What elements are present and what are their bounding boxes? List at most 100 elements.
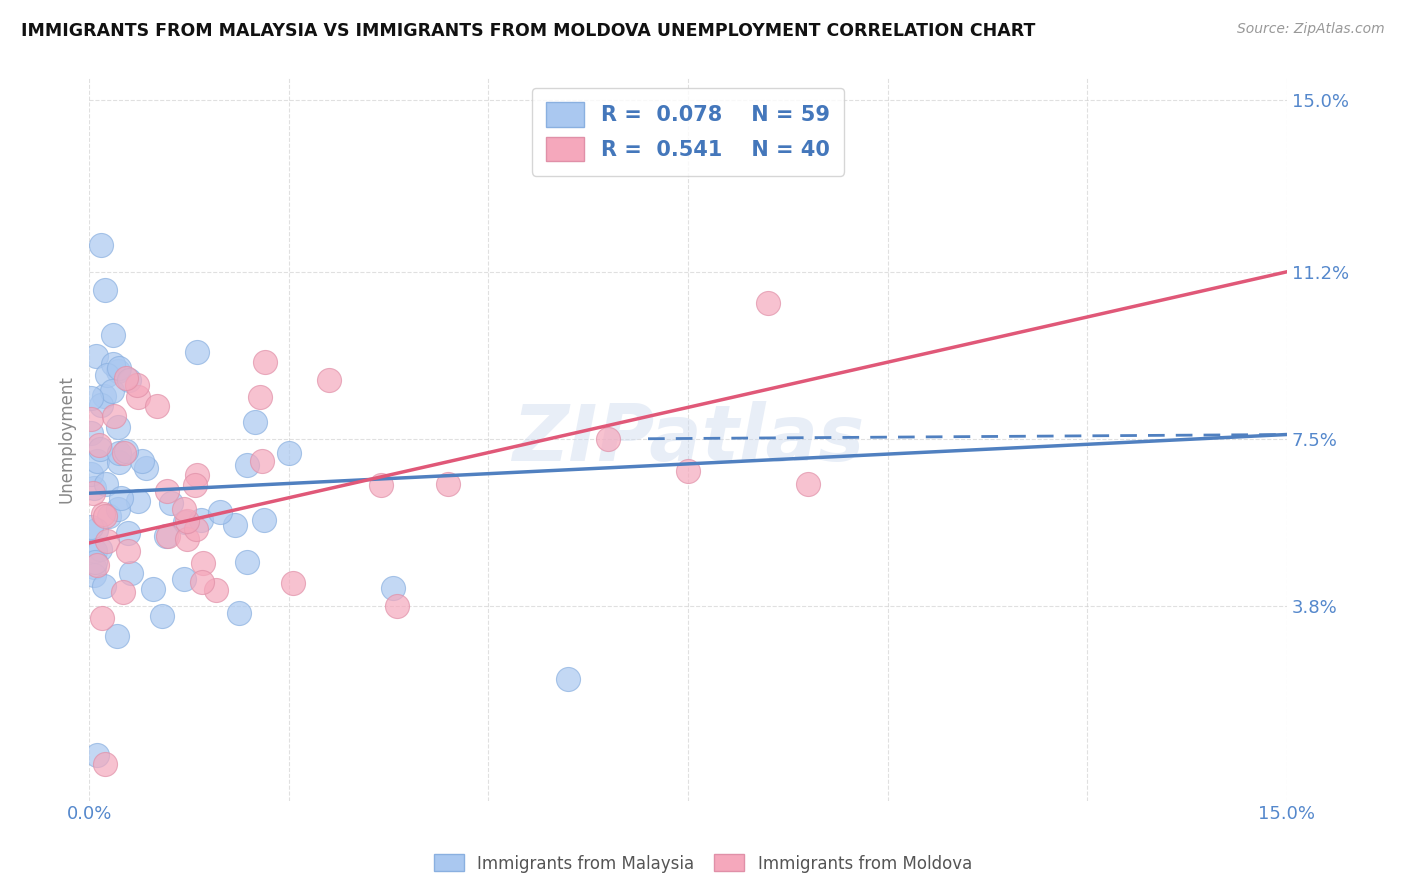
Point	[250, 454, 273, 468]
Point	[87, 438, 110, 452]
Point	[155, 529, 177, 543]
Point	[115, 371, 138, 385]
Point	[387, 599, 409, 614]
Text: Source: ZipAtlas.com: Source: ZipAtlas.com	[1237, 22, 1385, 37]
Point	[80, 391, 103, 405]
Point	[598, 432, 620, 446]
Point	[94, 283, 117, 297]
Point	[127, 493, 149, 508]
Point	[90, 237, 112, 252]
Point	[110, 491, 132, 505]
Legend: Immigrants from Malaysia, Immigrants from Moldova: Immigrants from Malaysia, Immigrants fro…	[427, 847, 979, 880]
Point	[108, 455, 131, 469]
Point	[191, 556, 214, 570]
Point	[107, 364, 129, 378]
Point	[142, 582, 165, 596]
Point	[97, 509, 120, 524]
Point	[224, 518, 246, 533]
Point	[107, 446, 129, 460]
Point	[676, 464, 699, 478]
Point	[112, 585, 135, 599]
Point	[176, 533, 198, 547]
Point	[101, 357, 124, 371]
Point	[94, 477, 117, 491]
Legend: R =  0.078    N = 59, R =  0.541    N = 40: R = 0.078 N = 59, R = 0.541 N = 40	[531, 87, 844, 176]
Y-axis label: Unemployment: Unemployment	[58, 376, 75, 503]
Point	[80, 520, 103, 534]
Point	[83, 481, 105, 495]
Point	[176, 514, 198, 528]
Point	[93, 389, 115, 403]
Point	[118, 373, 141, 387]
Point	[112, 446, 135, 460]
Point	[191, 575, 214, 590]
Point	[173, 502, 195, 516]
Point	[86, 454, 108, 468]
Point	[80, 412, 103, 426]
Point	[90, 398, 112, 412]
Point	[235, 458, 257, 472]
Point	[83, 568, 105, 582]
Point	[107, 420, 129, 434]
Point	[127, 378, 149, 392]
Point	[174, 515, 197, 529]
Point	[437, 477, 460, 491]
Point	[318, 373, 340, 387]
Point	[173, 572, 195, 586]
Point	[190, 513, 212, 527]
Point	[107, 501, 129, 516]
Point	[117, 544, 139, 558]
Point	[83, 560, 105, 574]
Point	[84, 523, 107, 537]
Point	[252, 513, 274, 527]
Text: ZIPatlas: ZIPatlas	[512, 401, 865, 477]
Point	[94, 509, 117, 524]
Point	[94, 757, 117, 772]
Point	[228, 606, 250, 620]
Point	[91, 507, 114, 521]
Point	[90, 611, 112, 625]
Point	[89, 541, 111, 556]
Point	[89, 442, 111, 456]
Point	[370, 478, 392, 492]
Point	[80, 425, 103, 440]
Point	[120, 566, 142, 580]
Point	[186, 344, 208, 359]
Point	[108, 361, 131, 376]
Point	[160, 496, 183, 510]
Point	[115, 443, 138, 458]
Point	[84, 544, 107, 558]
Point	[101, 384, 124, 399]
Point	[150, 608, 173, 623]
Point	[96, 368, 118, 382]
Point	[184, 478, 207, 492]
Text: IMMIGRANTS FROM MALAYSIA VS IMMIGRANTS FROM MOLDOVA UNEMPLOYMENT CORRELATION CHA: IMMIGRANTS FROM MALAYSIA VS IMMIGRANTS F…	[21, 22, 1035, 40]
Point	[82, 486, 104, 500]
Point	[796, 477, 818, 491]
Point	[103, 409, 125, 424]
Point	[253, 355, 276, 369]
Point	[135, 461, 157, 475]
Point	[186, 468, 208, 483]
Point	[145, 399, 167, 413]
Point	[84, 555, 107, 569]
Point	[86, 748, 108, 763]
Point	[236, 555, 259, 569]
Point	[157, 529, 180, 543]
Point	[86, 558, 108, 572]
Point	[131, 454, 153, 468]
Point	[281, 576, 304, 591]
Point	[156, 483, 179, 498]
Point	[93, 579, 115, 593]
Point	[101, 328, 124, 343]
Point	[277, 445, 299, 459]
Point	[756, 296, 779, 310]
Point	[117, 525, 139, 540]
Point	[205, 582, 228, 597]
Point	[184, 523, 207, 537]
Point	[381, 581, 404, 595]
Point	[249, 391, 271, 405]
Point	[80, 467, 103, 482]
Point	[243, 415, 266, 429]
Point	[208, 506, 231, 520]
